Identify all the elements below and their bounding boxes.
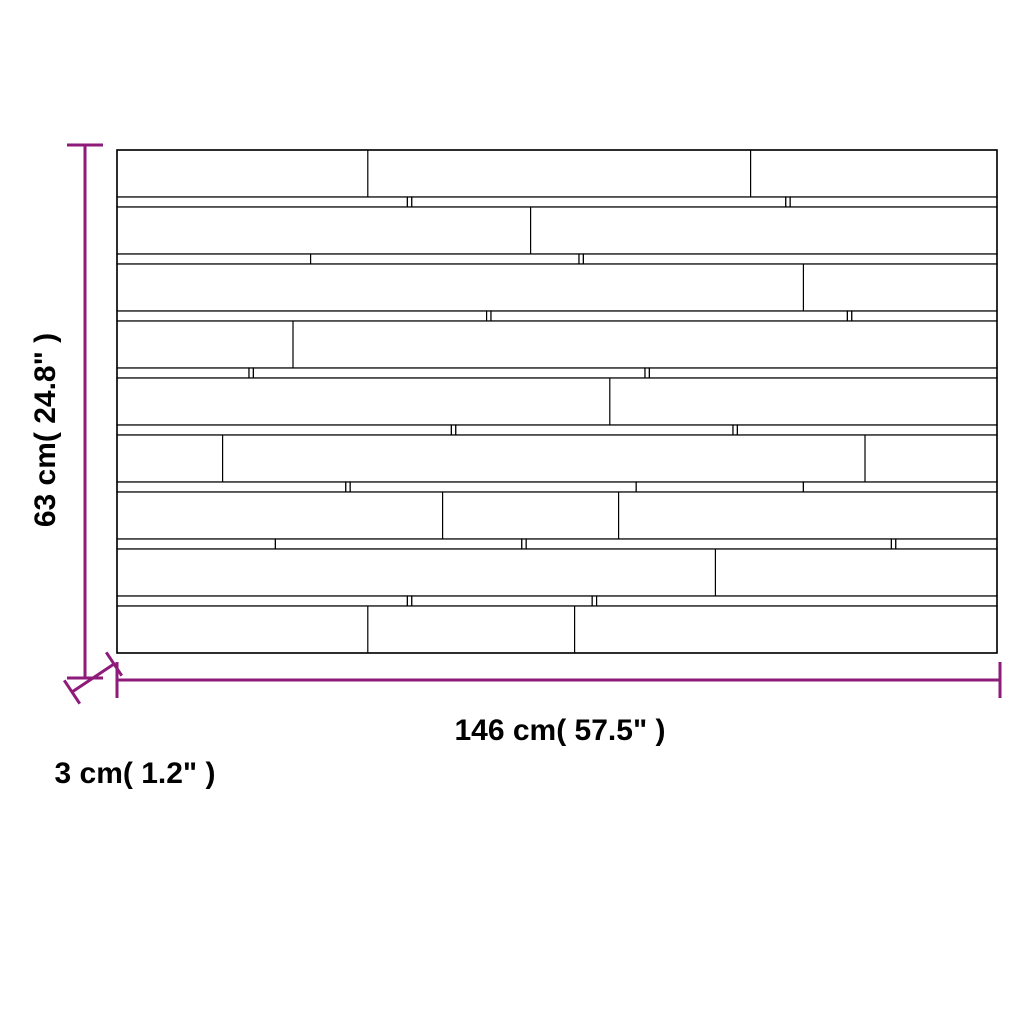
- headboard-panel: [117, 150, 997, 653]
- depth-label: 3 cm( 1.2" ): [55, 757, 216, 790]
- slat-row: [117, 549, 997, 596]
- slat-row: [117, 150, 997, 197]
- slat-row: [117, 606, 997, 653]
- depth-dim-tick-a: [64, 680, 80, 703]
- slat-row: [117, 264, 997, 311]
- height-label: 63 cm( 24.8" ): [29, 333, 62, 527]
- slat-row: [117, 378, 997, 425]
- slat-row: [117, 321, 997, 368]
- width-label: 146 cm( 57.5" ): [454, 714, 665, 747]
- slat-row: [117, 207, 997, 254]
- depth-dim-tick-b: [106, 652, 122, 675]
- slat-row: [117, 492, 997, 539]
- dimension-diagram: 63 cm( 24.8" ) 146 cm( 57.5" ) 3 cm( 1.2…: [0, 0, 1024, 1024]
